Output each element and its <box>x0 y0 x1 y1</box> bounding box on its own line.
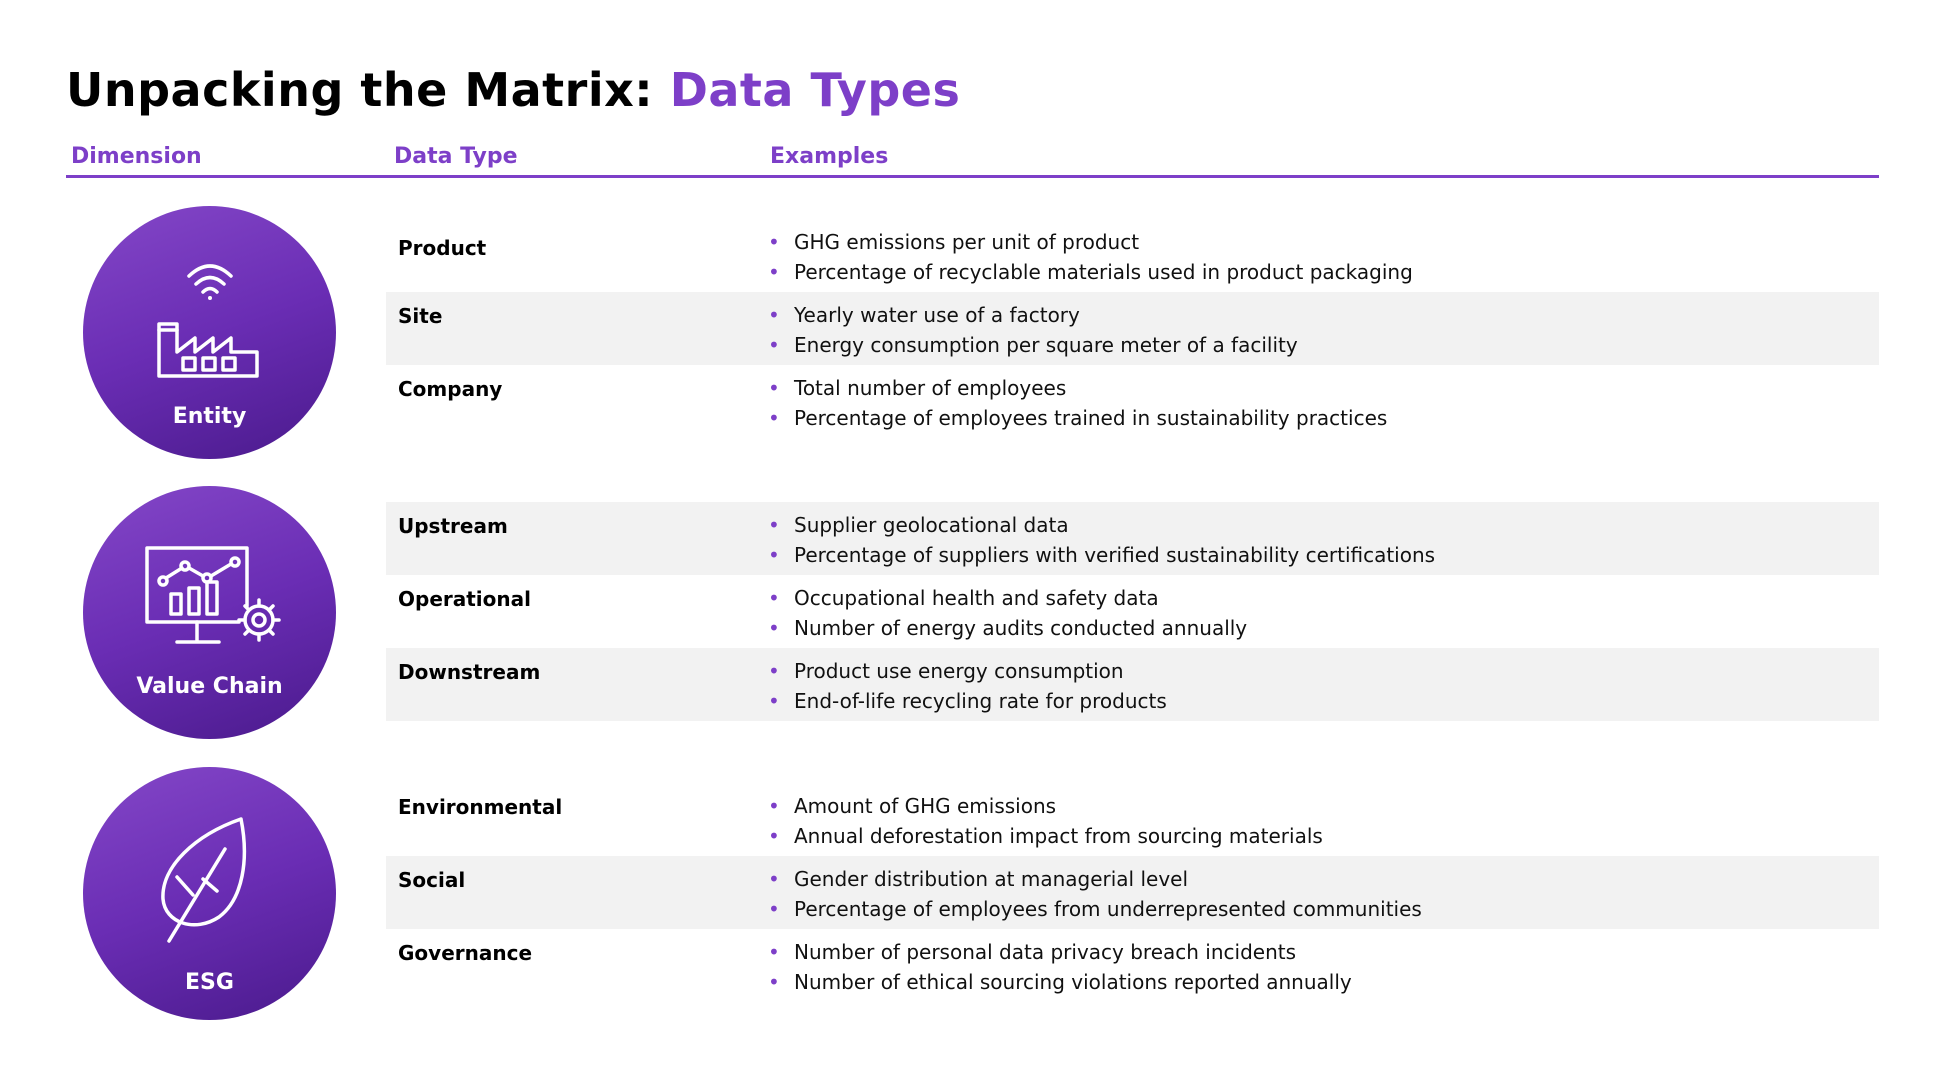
page-title: Unpacking the Matrix: Data Types <box>66 60 960 120</box>
data-type-row: Company • Total number of employees • Perc… <box>386 365 1879 438</box>
example-item: • Energy consumption per square meter of … <box>768 333 1298 357</box>
data-type-label: Product <box>398 236 487 260</box>
header-data-type: Data Type <box>394 144 518 169</box>
example-item: • Percentage of recyclable materials used… <box>768 260 1413 284</box>
data-type-label: Governance <box>398 941 533 965</box>
header-divider <box>66 175 1879 178</box>
data-type-row: Governance • Number of personal data priv… <box>386 929 1879 1002</box>
data-type-row: Operational • Occupational health and saf… <box>386 575 1879 648</box>
data-type-row: Upstream • Supplier geolocational data • P… <box>386 502 1879 575</box>
data-type-label: Social <box>398 868 466 892</box>
data-type-label: Operational <box>398 587 531 611</box>
title-accent: Data Types <box>669 63 961 117</box>
dimension-circle-entity: Entity <box>83 206 336 459</box>
example-item: • Number of energy audits conducted annua… <box>768 616 1248 640</box>
examples-list: • Supplier geolocational data • Percentage… <box>766 510 1435 570</box>
example-item: • Yearly water use of a factory <box>768 303 1080 327</box>
example-item: • Supplier geolocational data <box>768 513 1069 537</box>
data-type-row: Environmental • Amount of GHG emissions •… <box>386 783 1879 856</box>
examples-list: • GHG emissions per unit of product • Perc… <box>766 227 1413 287</box>
dimension-label: Value Chain <box>136 674 283 699</box>
header-examples: Examples <box>770 144 889 169</box>
examples-list: • Amount of GHG emissions • Annual defores… <box>766 791 1323 851</box>
data-type-label: Downstream <box>398 660 541 684</box>
example-item: • Amount of GHG emissions <box>768 794 1057 818</box>
examples-list: • Yearly water use of a factory • Energy c… <box>766 300 1298 360</box>
example-item: • Percentage of employees from underrepre… <box>768 897 1422 921</box>
example-item: • GHG emissions per unit of product <box>768 230 1140 254</box>
example-item: • Percentage of employees trained in sust… <box>768 406 1388 430</box>
example-item: • End-of-life recycling rate for products <box>768 689 1167 713</box>
dimension-label: Entity <box>172 404 247 429</box>
header-dimension: Dimension <box>71 144 202 169</box>
data-type-row: Product • GHG emissions per unit of produ… <box>386 220 1879 293</box>
examples-list: • Total number of employees • Percentage o… <box>766 373 1387 433</box>
examples-list: • Number of personal data privacy breach … <box>766 937 1352 997</box>
example-item: • Number of ethical sourcing violations r… <box>768 970 1352 994</box>
factory-wifi-icon <box>157 264 259 378</box>
examples-list: • Gender distribution at managerial level… <box>766 864 1422 924</box>
data-type-label: Company <box>398 377 503 401</box>
dimension-circle-value-chain: Value Chain <box>83 486 336 739</box>
example-item: • Total number of employees <box>768 376 1067 400</box>
data-type-label: Upstream <box>398 514 508 538</box>
example-item: • Product use energy consumption <box>768 659 1124 683</box>
example-item: • Number of personal data privacy breach … <box>768 940 1297 964</box>
example-item: • Gender distribution at managerial level <box>768 867 1189 891</box>
dimension-circle-esg: ESG <box>83 767 336 1020</box>
examples-list: • Occupational health and safety data • Nu… <box>766 583 1247 643</box>
data-type-row: Social • Gender distribution at manageria… <box>386 856 1879 929</box>
title-separator: : <box>634 63 670 117</box>
data-type-row: Downstream • Product use energy consumpti… <box>386 648 1879 721</box>
example-item: • Occupational health and safety data <box>768 586 1159 610</box>
title-main: Unpacking the Matrix <box>66 63 635 117</box>
data-type-label: Site <box>398 304 443 328</box>
examples-list: • Product use energy consumption • End-of-… <box>766 656 1167 716</box>
data-type-label: Environmental <box>398 795 563 819</box>
example-item: • Annual deforestation impact from sourci… <box>768 824 1323 848</box>
dimension-label: ESG <box>185 970 234 995</box>
leaf-icon <box>161 817 247 943</box>
data-type-row: Site • Yearly water use of a factory • Ene… <box>386 292 1879 365</box>
example-item: • Percentage of suppliers with verified s… <box>768 543 1436 567</box>
monitor-chart-gear-icon <box>145 546 281 644</box>
